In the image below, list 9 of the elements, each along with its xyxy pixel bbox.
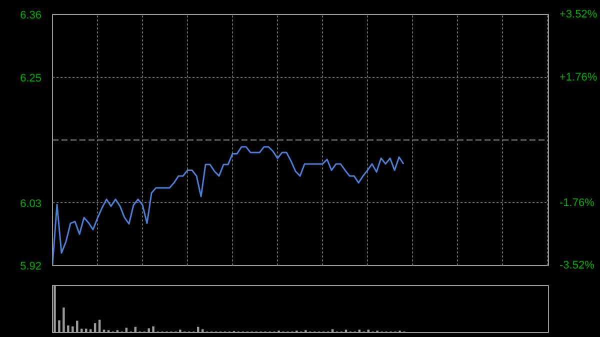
y-tick-label: 5.92 [20, 260, 42, 272]
y2-tick-label: +1.76% [560, 71, 598, 84]
y2-tick-label: -3.52% [560, 260, 595, 272]
y-tick-label: 6.25 [20, 72, 42, 84]
y2-tick-label: +3.52% [560, 8, 598, 20]
line-series [52, 146, 404, 266]
y2-tick-label: -1.76% [560, 196, 595, 209]
y-tick-label: 6.36 [20, 10, 42, 22]
y-tick-label: 6.03 [20, 198, 42, 210]
